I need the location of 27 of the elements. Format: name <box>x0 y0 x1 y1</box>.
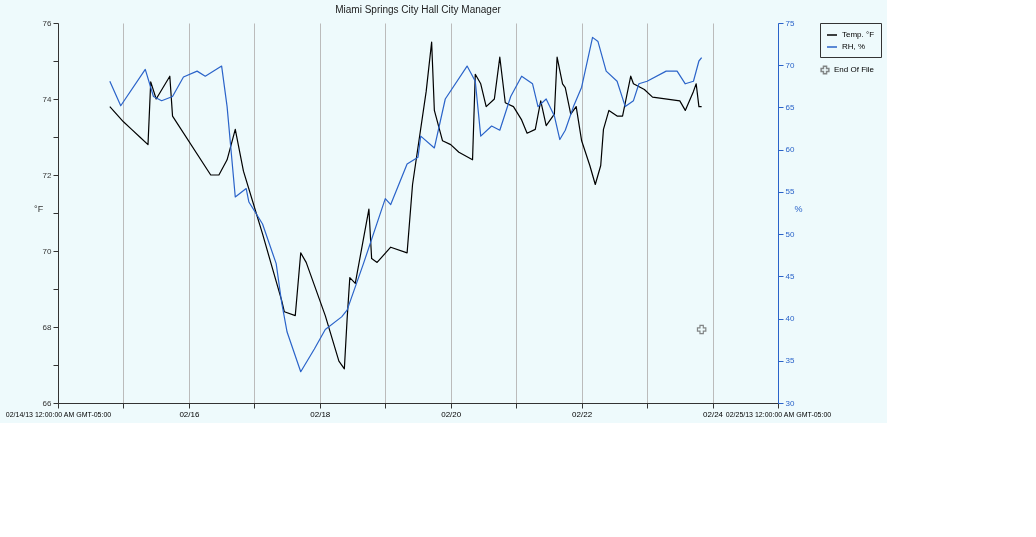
y-tick-label: 76 <box>42 18 53 28</box>
x-tick-label: 02/20 <box>441 409 462 419</box>
y2-tick-label: 40 <box>785 314 795 324</box>
y2-tick-label: 60 <box>785 145 795 155</box>
legend-label: RH, % <box>842 42 866 51</box>
y2-tick-label: 35 <box>785 356 795 366</box>
x-tick-label: 02/22 <box>572 409 593 419</box>
y2-tick-label: 55 <box>785 187 795 197</box>
y2-tick-label: 65 <box>785 102 795 112</box>
y-tick-label: 70 <box>42 246 53 256</box>
y-tick-label: 72 <box>42 170 53 180</box>
chart-title: Miami Springs City Hall City Manager <box>335 4 502 15</box>
legend-label: End Of File <box>834 65 875 74</box>
y2-tick-label: 75 <box>785 18 795 28</box>
y2-tick-label: 50 <box>785 229 795 239</box>
y2-tick-label: 30 <box>785 398 795 408</box>
x-tick-label: 02/16 <box>179 409 200 419</box>
y-axis-title: °F <box>34 203 44 214</box>
y-tick-label: 68 <box>42 322 53 332</box>
x-tick-label: 02/24 <box>703 409 724 419</box>
legend-label: Temp. °F <box>842 30 875 39</box>
x-tick-label: 02/18 <box>310 409 331 419</box>
y-tick-label: 66 <box>42 398 53 408</box>
y2-axis-title: % <box>794 203 803 214</box>
y2-tick-label: 45 <box>785 271 795 281</box>
y2-tick-label: 70 <box>785 60 795 70</box>
y-tick-label: 74 <box>42 94 53 104</box>
